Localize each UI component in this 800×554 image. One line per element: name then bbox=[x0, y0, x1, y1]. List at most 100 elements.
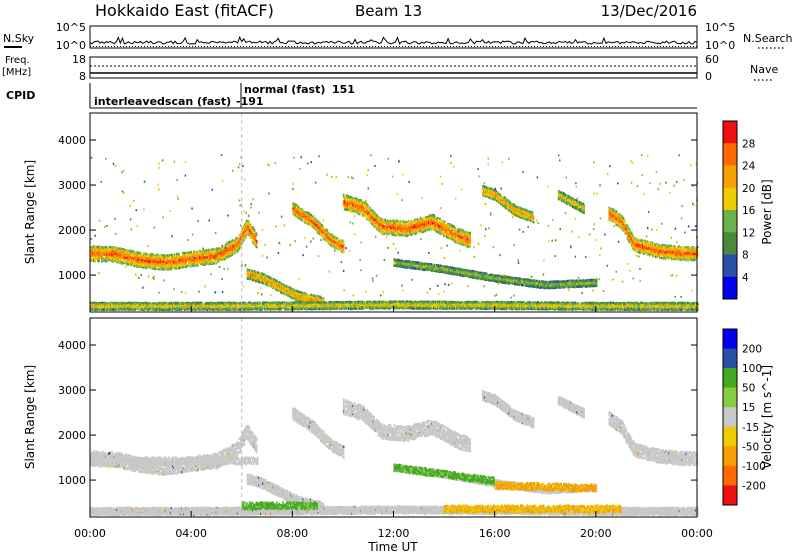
power-echo-cell bbox=[185, 264, 187, 267]
power-echo-cell bbox=[136, 265, 139, 268]
power-echo-cell bbox=[106, 259, 108, 263]
power-echo-cell bbox=[99, 246, 101, 249]
power-echo-cell bbox=[132, 250, 135, 253]
power-echo-cell bbox=[192, 262, 194, 265]
power-echo-cell bbox=[204, 263, 206, 266]
power-echo-cell bbox=[101, 251, 103, 254]
power-echo-cell bbox=[203, 258, 205, 261]
power-echo-cell bbox=[241, 233, 244, 236]
power-echo-cell bbox=[146, 263, 149, 266]
power-echo-cell bbox=[238, 243, 241, 246]
power-echo-cell bbox=[226, 247, 229, 250]
power-echo-cell bbox=[90, 250, 92, 253]
power-echo-cell bbox=[98, 250, 100, 253]
power-echo-cell bbox=[187, 253, 189, 256]
power-echo-cell bbox=[190, 265, 192, 268]
power-echo-cell bbox=[225, 249, 228, 252]
power-echo-cell bbox=[201, 250, 203, 254]
power-echo-cell bbox=[147, 261, 150, 264]
power-echo-cell bbox=[142, 264, 145, 268]
power-echo-cell bbox=[129, 251, 132, 254]
power-echo-cell bbox=[106, 257, 108, 260]
power-echo-cell bbox=[131, 253, 134, 256]
power-echo-cell bbox=[152, 266, 155, 269]
power-echo-cell bbox=[158, 263, 161, 266]
power-echo-cell bbox=[240, 230, 243, 233]
power-echo-cell bbox=[224, 244, 227, 247]
power-echo-cell bbox=[157, 258, 160, 261]
power-echo-cell bbox=[101, 260, 103, 263]
power-echo-cell bbox=[253, 229, 256, 232]
power-echo-cell bbox=[183, 254, 185, 257]
power-echo-cell bbox=[219, 255, 222, 258]
power-echo-cell bbox=[170, 258, 173, 261]
power-echo-cell bbox=[106, 248, 108, 251]
power-echo-cell bbox=[96, 251, 98, 255]
power-echo-cell bbox=[217, 252, 220, 255]
power-echo-cell bbox=[94, 257, 96, 260]
power-echo-cell bbox=[238, 238, 241, 241]
power-echo-cell bbox=[112, 260, 114, 263]
power-echo-cell bbox=[156, 268, 159, 271]
power-echo-cell bbox=[180, 262, 182, 265]
power-echo-cell bbox=[96, 246, 98, 249]
power-echo-cell bbox=[152, 260, 155, 263]
power-echo-cell bbox=[133, 256, 136, 259]
power-echo-cell bbox=[198, 253, 200, 257]
power-echo-cell bbox=[171, 265, 174, 268]
power-echo-cell bbox=[211, 248, 213, 251]
power-echo-cell bbox=[210, 251, 212, 254]
power-echo-cell bbox=[221, 253, 224, 257]
power-echo-cell bbox=[96, 249, 98, 252]
power-echo-cell bbox=[150, 252, 153, 256]
power-echo-cell bbox=[134, 263, 137, 267]
power-echo-cell bbox=[125, 250, 127, 253]
power-echo-cell bbox=[218, 258, 221, 261]
power-echo-cell bbox=[127, 263, 129, 266]
power-echo-cell bbox=[156, 253, 159, 256]
power-echo-cell bbox=[241, 237, 244, 240]
power-echo-cell bbox=[224, 254, 227, 257]
power-echo-cell bbox=[134, 253, 137, 256]
power-echo-cell bbox=[96, 257, 98, 260]
power-echo-cell bbox=[175, 258, 177, 261]
power-echo-cell bbox=[155, 261, 158, 264]
power-echo-cell bbox=[214, 252, 216, 255]
power-echo-cell bbox=[181, 265, 183, 268]
nsky-panel: N.Sky 10^5 10^0 10^5 10^0 N.Search bbox=[3, 21, 793, 52]
power-echo-cell bbox=[240, 242, 243, 246]
power-echo-cell bbox=[137, 261, 140, 264]
power-echo-cell bbox=[162, 255, 165, 258]
power-echo-cell bbox=[123, 256, 125, 259]
power-echo-cell bbox=[184, 255, 186, 258]
power-echo-cell bbox=[141, 263, 144, 266]
power-echo-cell bbox=[129, 256, 132, 259]
power-echo-cell bbox=[99, 251, 101, 255]
power-echo-cell bbox=[127, 258, 129, 261]
power-echo-cell bbox=[102, 259, 104, 262]
power-echo-cell bbox=[134, 255, 137, 258]
power-echo-cell bbox=[99, 247, 101, 250]
power-echo-cell bbox=[200, 251, 202, 254]
power-echo-cell bbox=[118, 255, 120, 258]
power-echo-cell bbox=[98, 248, 100, 251]
power-echo-cell bbox=[215, 249, 217, 252]
power-echo-cell bbox=[194, 253, 196, 256]
power-echo-cell bbox=[110, 252, 112, 255]
power-echo-cell bbox=[169, 260, 172, 263]
freq-unit-label: [MHz] bbox=[2, 67, 31, 78]
power-echo-cell bbox=[189, 251, 191, 254]
power-echo-cell bbox=[138, 251, 141, 254]
power-echo-cell bbox=[170, 255, 173, 258]
power-echo-cell bbox=[213, 254, 215, 257]
power-echo-cell bbox=[255, 242, 258, 245]
power-echo-cell bbox=[221, 252, 224, 255]
power-echo-cell bbox=[162, 258, 165, 261]
power-echo-cell bbox=[151, 266, 154, 269]
power-echo-cell bbox=[168, 265, 171, 268]
power-echo-cell bbox=[225, 244, 228, 247]
power-echo-cell bbox=[165, 264, 168, 267]
power-echo-cell bbox=[195, 264, 197, 267]
power-echo-cell bbox=[191, 261, 193, 264]
power-echo-cell bbox=[166, 256, 169, 260]
